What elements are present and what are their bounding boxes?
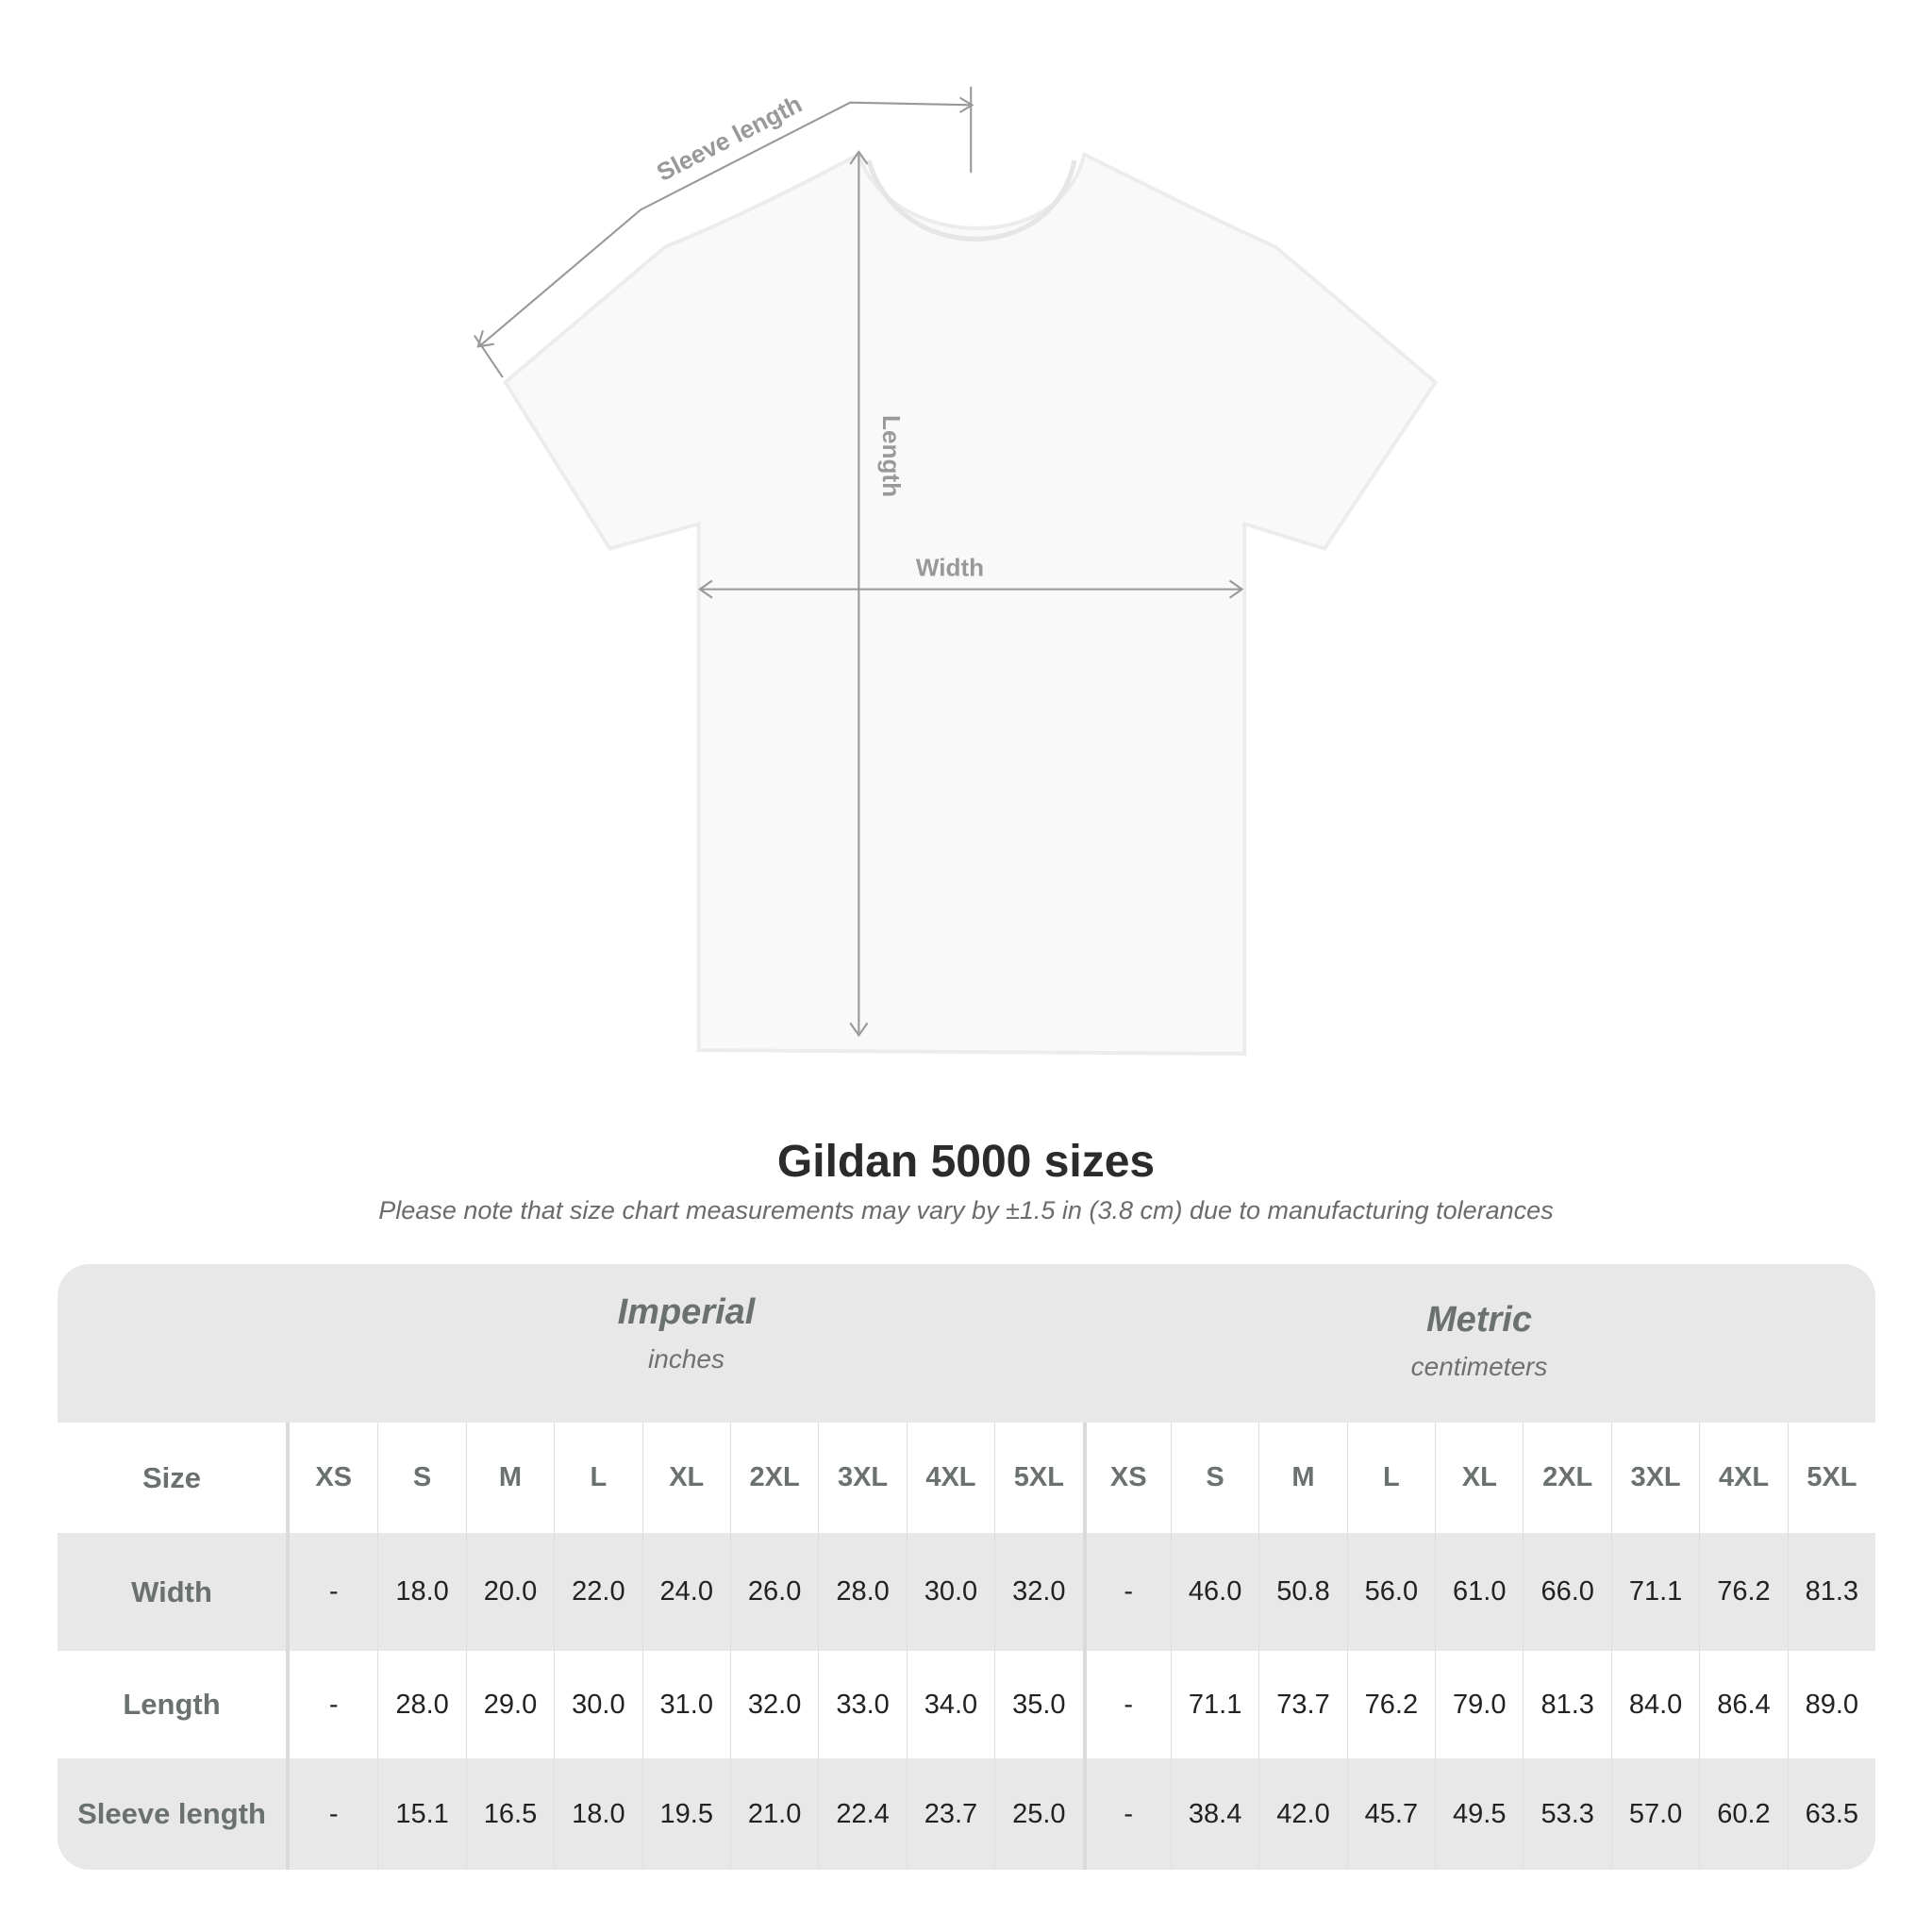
table-cell: 73.7 <box>1258 1651 1346 1758</box>
metric-unit: centimeters <box>1410 1352 1548 1381</box>
size-header: XL <box>1435 1423 1523 1533</box>
table-cell: - <box>1082 1651 1171 1758</box>
table-cell: 61.0 <box>1435 1533 1523 1651</box>
table-cell: - <box>328 1576 339 1607</box>
table-cell: 18.0 <box>554 1758 641 1870</box>
table-cell: 25.0 <box>994 1758 1082 1870</box>
row-label: Width <box>58 1533 290 1651</box>
table-cell: 86.4 <box>1699 1651 1787 1758</box>
row-label: Sleeve length <box>58 1758 290 1870</box>
imperial-title: Imperial <box>617 1292 756 1332</box>
table-cell: 71.1 <box>1610 1533 1699 1651</box>
table-cell: 23.7 <box>906 1758 994 1870</box>
table-cell: 45.7 <box>1346 1758 1435 1870</box>
table-cell: 28.0 <box>818 1533 906 1651</box>
table-cell: - <box>1082 1758 1171 1870</box>
metric-header: Metric centimeters <box>1083 1300 1875 1458</box>
table-cell: 31.0 <box>641 1651 730 1758</box>
table-cell: 21.0 <box>729 1758 818 1870</box>
size-header: XS <box>315 1462 353 1492</box>
tolerance-note: Please note that size chart measurements… <box>378 1196 1554 1224</box>
table-cell: 84.0 <box>1610 1651 1699 1758</box>
imperial-unit: inches <box>648 1344 724 1374</box>
table-row-width: Width -18.0 20.0 22.0 24.0 26.0 28.0 30.0 32.0-4… <box>58 1533 1875 1651</box>
size-header: 3XL <box>1610 1423 1699 1533</box>
size-header: 4XL <box>906 1423 994 1533</box>
table-cell: 76.2 <box>1346 1651 1435 1758</box>
table-cell: 29.0 <box>465 1651 554 1758</box>
table-cell: 49.5 <box>1435 1758 1523 1870</box>
table-cell: 66.0 <box>1523 1533 1610 1651</box>
size-header: S <box>377 1423 465 1533</box>
table-cell: 16.5 <box>465 1758 554 1870</box>
size-header: S <box>1170 1423 1258 1533</box>
table-cell: 32.0 <box>994 1533 1082 1651</box>
table-cell: 57.0 <box>1610 1758 1699 1870</box>
size-header: 2XL <box>729 1423 818 1533</box>
table-cell: 33.0 <box>818 1651 906 1758</box>
table-cell: 81.3 <box>1523 1651 1610 1758</box>
sleeve-length-label: Sleeve length <box>652 90 807 187</box>
width-label: Width <box>916 553 984 581</box>
page-title: Gildan 5000 sizes <box>776 1137 1156 1187</box>
size-header: XS <box>1082 1423 1171 1533</box>
length-label: Length <box>877 415 906 497</box>
size-header: XL <box>641 1423 730 1533</box>
table-cell: 26.0 <box>729 1533 818 1651</box>
table-row-length: Length -28.0 29.0 30.0 31.0 32.0 33.0 34.0 35.0-… <box>58 1651 1875 1758</box>
table-cell: 18.0 <box>377 1533 465 1651</box>
table-cell: - <box>1082 1533 1171 1651</box>
size-header: M <box>465 1423 554 1533</box>
table-cell: 50.8 <box>1258 1533 1346 1651</box>
table-cell: 71.1 <box>1170 1651 1258 1758</box>
row-label: Size <box>58 1423 290 1533</box>
table-cell: 32.0 <box>729 1651 818 1758</box>
table-cell: 15.1 <box>377 1758 465 1870</box>
tshirt-shape <box>502 151 1439 1057</box>
size-table: Imperial inches Metric centimeters Size X… <box>58 1264 1875 1870</box>
table-cell: 56.0 <box>1346 1533 1435 1651</box>
table-cell: 24.0 <box>641 1533 730 1651</box>
sleeve-measure-line <box>479 101 972 346</box>
table-cell: 30.0 <box>554 1651 641 1758</box>
table-cell: 34.0 <box>906 1651 994 1758</box>
size-header: L <box>554 1423 641 1533</box>
header-row: Size XS S M L XL 2XL 3XL 4XL 5XL XS S M L XL 2XL 3XL 4XL 5… <box>58 1423 1875 1533</box>
table-cell: 60.2 <box>1699 1758 1787 1870</box>
table-cell: 42.0 <box>1258 1758 1346 1870</box>
row-label: Length <box>58 1651 290 1758</box>
table-cell: 22.0 <box>554 1533 641 1651</box>
table-cell: - <box>328 1798 339 1829</box>
table-cell: 19.5 <box>641 1758 730 1870</box>
size-header: L <box>1346 1423 1435 1533</box>
table-cell: 79.0 <box>1435 1651 1523 1758</box>
tshirt-diagram: Sleeve length Length Width <box>473 86 1439 1057</box>
size-header: 4XL <box>1699 1423 1787 1533</box>
table-cell: 28.0 <box>377 1651 465 1758</box>
table-cell: 20.0 <box>465 1533 554 1651</box>
table-row-sleeve-length: Sleeve length - 15.1 16.5 18.0 19.5 21.0 22.4 23… <box>58 1758 1875 1870</box>
table-cell: 46.0 <box>1170 1533 1258 1651</box>
size-header: 5XL <box>1787 1423 1875 1533</box>
table-cell: 76.2 <box>1699 1533 1787 1651</box>
table-cell: - <box>328 1689 339 1720</box>
table-cell: 30.0 <box>906 1533 994 1651</box>
collar <box>866 159 1077 242</box>
table-cell: 22.4 <box>818 1758 906 1870</box>
size-header: 5XL <box>994 1423 1082 1533</box>
table-cell: 35.0 <box>994 1651 1082 1758</box>
size-header: M <box>1258 1423 1346 1533</box>
table-cell: 53.3 <box>1523 1758 1610 1870</box>
metric-title: Metric <box>1426 1300 1532 1340</box>
size-header: 3XL <box>818 1423 906 1533</box>
size-header: 2XL <box>1523 1423 1610 1533</box>
table-cell: 63.5 <box>1787 1758 1875 1870</box>
table-cell: 38.4 <box>1170 1758 1258 1870</box>
table-cell: 89.0 <box>1787 1651 1875 1758</box>
table-cell: 81.3 <box>1787 1533 1875 1651</box>
imperial-header: Imperial inches <box>290 1292 1083 1451</box>
